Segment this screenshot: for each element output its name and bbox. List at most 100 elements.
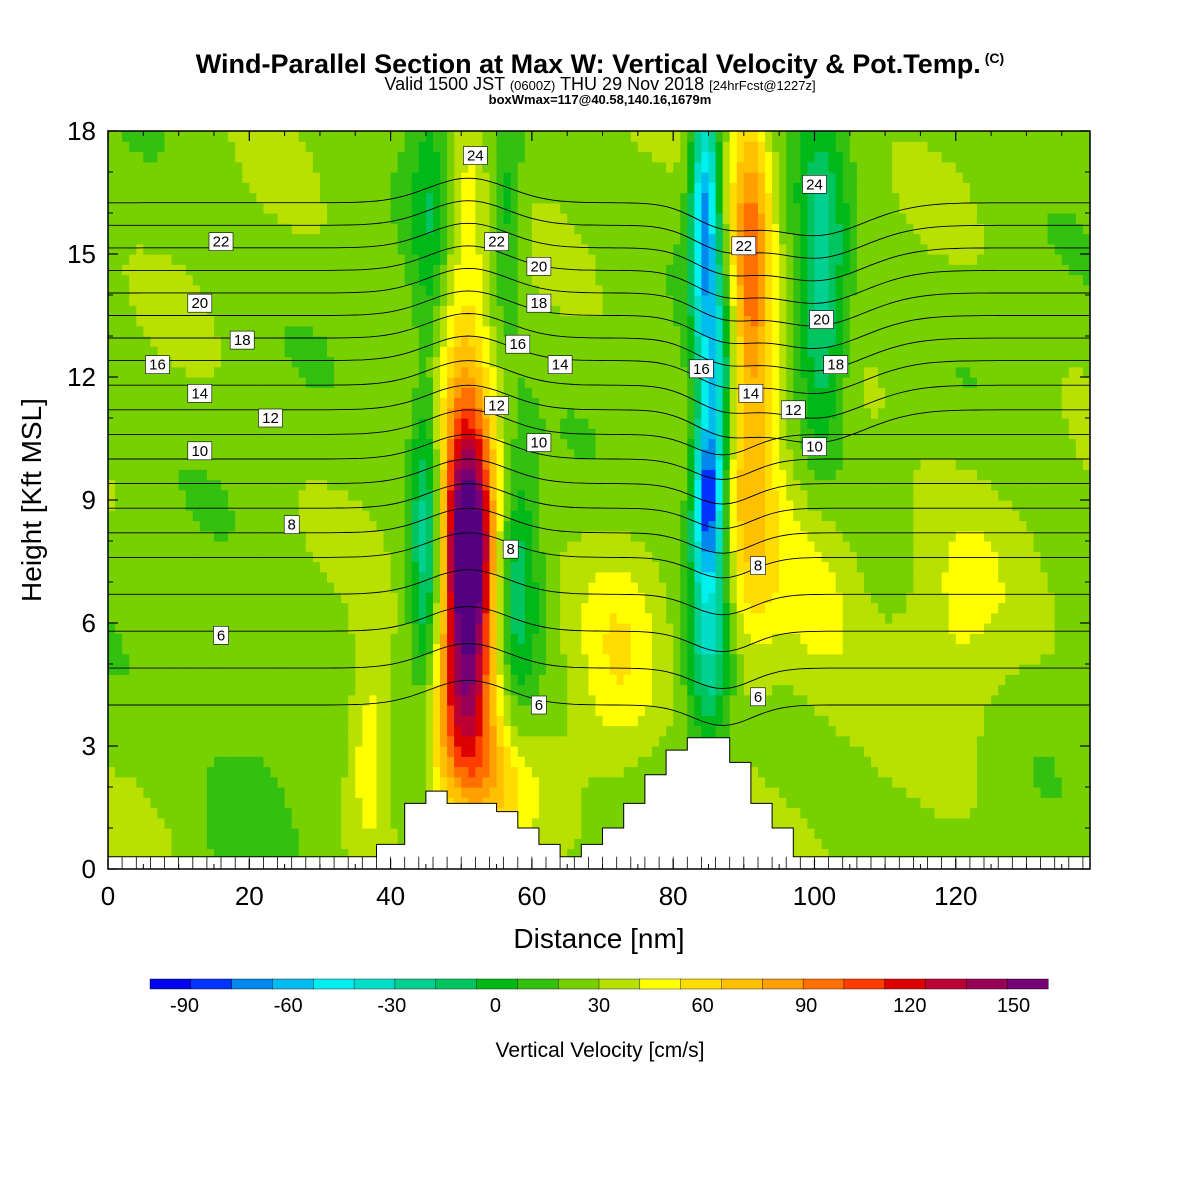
velocity-cell — [249, 725, 257, 737]
velocity-cell — [793, 510, 801, 522]
velocity-cell — [1040, 664, 1049, 675]
velocity-cell — [927, 551, 936, 563]
velocity-cell — [270, 828, 279, 839]
velocity-cell — [659, 551, 667, 563]
velocity-cell — [305, 520, 314, 532]
velocity-cell — [355, 561, 363, 573]
velocity-cell — [1054, 746, 1063, 757]
velocity-cell — [1033, 561, 1042, 573]
velocity-cell — [630, 756, 639, 768]
velocity-cell — [878, 500, 886, 511]
velocity-cell — [609, 694, 618, 706]
velocity-cell — [517, 787, 526, 798]
velocity-cell — [517, 633, 526, 645]
velocity-cell — [1012, 520, 1020, 532]
velocity-cell — [870, 848, 879, 860]
velocity-cell — [496, 797, 505, 809]
velocity-cell — [694, 530, 703, 542]
velocity-cell — [991, 592, 999, 604]
velocity-cell — [235, 817, 243, 829]
velocity-cell — [1047, 787, 1056, 798]
velocity-cell — [567, 725, 575, 737]
velocity-cell — [701, 664, 710, 675]
velocity-cell — [906, 510, 914, 522]
velocity-cell — [404, 653, 413, 665]
velocity-cell — [348, 694, 356, 706]
velocity-cell — [666, 684, 674, 696]
velocity-cell — [206, 592, 215, 604]
velocity-cell — [991, 684, 999, 696]
velocity-cell — [249, 766, 257, 778]
velocity-cell — [468, 551, 476, 563]
velocity-cell — [765, 715, 773, 727]
velocity-cell — [411, 602, 420, 614]
velocity-cell — [411, 530, 420, 542]
velocity-cell — [920, 633, 929, 645]
velocity-cell — [800, 500, 809, 511]
velocity-cell — [270, 746, 279, 757]
velocity-cell — [1061, 787, 1070, 798]
velocity-cell — [581, 756, 589, 768]
velocity-cell — [206, 735, 215, 747]
velocity-cell — [327, 756, 335, 768]
velocity-cell — [298, 592, 307, 604]
velocity-cell — [376, 500, 385, 511]
velocity-cell — [715, 653, 724, 665]
velocity-cell — [644, 674, 653, 686]
velocity-cell — [630, 510, 639, 522]
velocity-cell — [715, 612, 724, 624]
velocity-cell — [870, 500, 879, 511]
velocity-cell — [171, 561, 180, 573]
velocity-cell — [122, 684, 130, 696]
velocity-cell — [743, 520, 752, 532]
velocity-cell — [1082, 674, 1090, 686]
velocity-cell — [750, 715, 759, 727]
velocity-cell — [807, 612, 816, 624]
velocity-cell — [637, 797, 646, 809]
velocity-cell — [736, 705, 745, 716]
velocity-cell — [1075, 674, 1084, 686]
velocity-cell — [991, 817, 999, 829]
velocity-cell — [991, 643, 999, 655]
velocity-cell — [772, 520, 780, 532]
velocity-cell — [418, 776, 427, 788]
velocity-cell — [538, 817, 547, 829]
velocity-cell — [108, 787, 116, 798]
velocity-cell — [305, 694, 314, 706]
velocity-cell — [256, 653, 265, 665]
velocity-cell — [418, 787, 427, 798]
velocity-cell — [863, 735, 872, 747]
velocity-cell — [468, 725, 476, 737]
velocity-cell — [192, 766, 201, 778]
velocity-cell — [404, 530, 413, 542]
velocity-cell — [206, 746, 215, 757]
velocity-cell — [560, 715, 568, 727]
velocity-cell — [206, 787, 215, 798]
velocity-cell — [489, 735, 498, 747]
velocity-cell — [108, 776, 116, 788]
velocity-cell — [235, 551, 243, 563]
velocity-cell — [263, 643, 272, 655]
velocity-cell — [659, 664, 667, 675]
velocity-cell — [249, 530, 257, 542]
velocity-cell — [206, 602, 215, 614]
velocity-cell — [885, 520, 893, 532]
velocity-cell — [327, 633, 335, 645]
velocity-cell — [1026, 510, 1035, 522]
velocity-cell — [786, 653, 794, 665]
velocity-cell — [355, 848, 363, 860]
velocity-cell — [694, 571, 703, 583]
velocity-cell — [616, 807, 625, 819]
velocity-cell — [355, 715, 363, 727]
velocity-cell — [355, 520, 363, 532]
velocity-cell — [955, 694, 964, 706]
velocity-cell — [171, 500, 180, 511]
velocity-cell — [736, 725, 745, 737]
velocity-cell — [546, 787, 554, 798]
velocity-cell — [673, 582, 681, 593]
velocity-cell — [213, 797, 222, 809]
velocity-cell — [298, 633, 307, 645]
velocity-cell — [312, 715, 321, 727]
velocity-cell — [447, 592, 455, 604]
velocity-cell — [475, 571, 484, 583]
